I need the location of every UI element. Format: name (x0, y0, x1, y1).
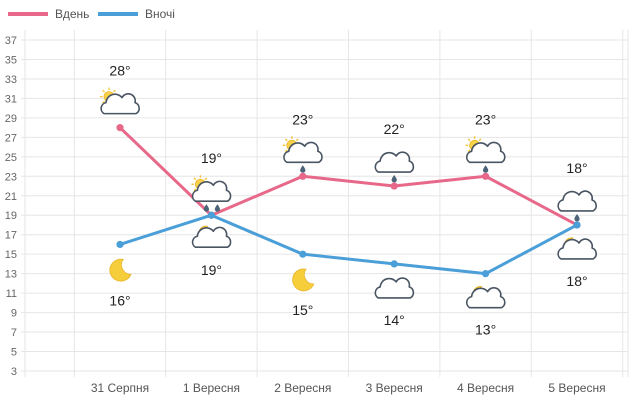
cloud-shape (100, 92, 140, 115)
y-tick-label: 31 (5, 93, 17, 105)
y-tick-label: 35 (5, 54, 17, 66)
sun-ray (193, 188, 197, 192)
day-temp-label: 22° (384, 121, 405, 137)
sun-cloud-rain-icon (282, 136, 323, 173)
data-point (390, 182, 398, 190)
x-tick-label: 31 Серпня (91, 381, 149, 395)
y-tick-label: 19 (5, 210, 17, 222)
sun-ray (467, 149, 471, 153)
sun-cloud-rain-icon (191, 175, 232, 212)
rain-drop (300, 165, 306, 173)
legend-swatch-day (8, 12, 48, 16)
x-tick-label: 3 Вересня (366, 381, 423, 395)
series-line-night (119, 213, 578, 276)
data-point (116, 124, 124, 132)
y-tick-label: 15 (5, 249, 17, 261)
cloud-shape (374, 277, 415, 299)
sun-ray (284, 138, 288, 142)
sun-ray (113, 89, 116, 93)
y-tick-label: 23 (5, 171, 17, 183)
sun-ray (102, 100, 105, 104)
data-point (299, 250, 307, 258)
sun-ray (467, 138, 471, 142)
night-temp-label: 16° (109, 292, 130, 308)
x-axis: 31 Серпня 1 Вересня 2 Вересня 3 Вересня 4 Ве… (91, 381, 606, 395)
data-point (207, 211, 215, 219)
rain-drop (391, 175, 397, 183)
y-tick-label: 27 (5, 132, 17, 144)
moon-cloud-icon (465, 286, 506, 309)
night-temp-label: 18° (566, 273, 587, 289)
rain-drop (214, 204, 221, 212)
y-tick-label: 7 (11, 327, 17, 339)
cloud-shape (283, 141, 323, 164)
x-tick-label: 5 Вересня (548, 381, 605, 395)
y-tick-label: 11 (6, 288, 17, 300)
y-tick-label: 3 (11, 366, 17, 378)
y-tick-label: 17 (5, 230, 17, 242)
data-point (573, 221, 581, 229)
sun-cloud-icon (100, 87, 140, 115)
cloud-rain-icon (374, 151, 415, 183)
day-temp-label: 18° (566, 160, 587, 176)
legend-label-day: Вдень (55, 7, 89, 21)
y-tick-label: 25 (5, 152, 17, 164)
moon-shape (109, 258, 132, 282)
data-point (482, 270, 490, 278)
cloud-shape (557, 190, 597, 212)
y-tick-label: 5 (11, 347, 17, 359)
y-tick-label: 21 (5, 191, 17, 203)
data-point (482, 172, 490, 180)
night-temp-label: 14° (384, 312, 405, 328)
data-point (116, 240, 124, 249)
night-temp-label: 15° (292, 302, 313, 318)
day-temp-label: 19° (201, 150, 222, 166)
moon-shape (292, 268, 315, 292)
y-tick-label: 37 (5, 35, 17, 47)
cloud-shape (465, 141, 506, 164)
rain-drop (574, 213, 580, 222)
data-point (299, 172, 307, 180)
data-labels: 28° 16° 19° 19° 23° 15° 22° 14° 23° 13° 18° 18° (109, 63, 587, 338)
y-tick-label: 13 (5, 269, 17, 281)
legend-label-night: Вночі (145, 7, 175, 21)
rain-drop (482, 165, 489, 173)
moon-icon (292, 268, 315, 292)
sun-cloud-rain-icon (465, 136, 506, 173)
y-tick-label: 33 (5, 74, 17, 86)
cloud-shape (465, 287, 506, 309)
sun-ray (295, 138, 299, 142)
cloud-rain-icon (557, 190, 597, 222)
cloud-shape (557, 238, 597, 260)
sun-ray (193, 177, 197, 181)
day-temp-label: 28° (109, 63, 130, 79)
sun-ray (102, 89, 105, 93)
x-tick-label: 2 Вересня (274, 381, 331, 395)
cloud-shape (191, 180, 232, 203)
y-tick-label: 9 (11, 308, 17, 320)
sun-ray (478, 138, 482, 142)
legend-swatch-night (98, 12, 138, 16)
day-temp-label: 23° (292, 111, 313, 127)
x-tick-label: 4 Вересня (457, 381, 514, 395)
rain-drop (203, 204, 210, 212)
day-temp-label: 23° (475, 111, 496, 127)
moon-cloud-icon (557, 237, 597, 260)
night-temp-label: 19° (201, 262, 222, 278)
cloud-shape (374, 151, 415, 173)
sun-ray (284, 149, 288, 153)
cloud-shape (191, 226, 232, 249)
cloud-icon (374, 277, 415, 299)
data-point (390, 260, 398, 268)
y-tick-label: 29 (5, 113, 17, 125)
weather-icons (100, 87, 597, 309)
sun-ray (204, 177, 208, 181)
moon-icon (109, 258, 132, 282)
night-temp-label: 13° (475, 322, 496, 338)
x-tick-label: 1 Вересня (183, 381, 240, 395)
legend: Вдень Вночі (8, 7, 175, 21)
moon-cloud-icon (191, 225, 232, 249)
